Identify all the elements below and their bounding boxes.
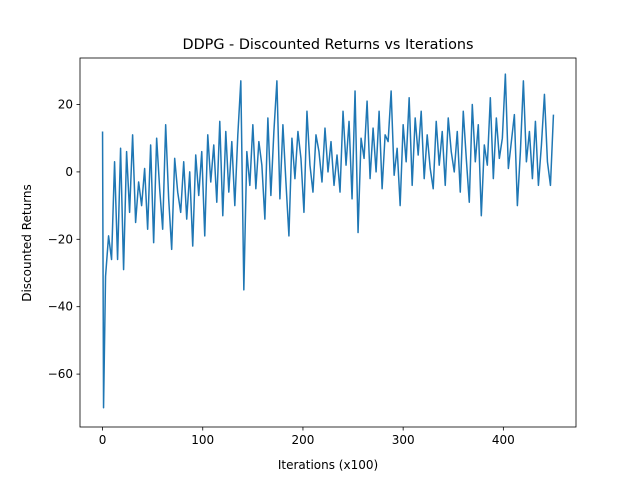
y-tick-label: 20 bbox=[58, 98, 73, 112]
x-tick-label: 400 bbox=[492, 433, 515, 447]
y-tick-label: 0 bbox=[65, 165, 73, 179]
data-line bbox=[101, 73, 555, 409]
x-axis-label: Iterations (x100) bbox=[278, 458, 378, 472]
y-tick-label: −40 bbox=[48, 300, 73, 314]
x-tick-label: 200 bbox=[291, 433, 314, 447]
x-tick-label: 300 bbox=[392, 433, 415, 447]
x-tick-label: 0 bbox=[99, 433, 107, 447]
x-tick-label: 100 bbox=[191, 433, 214, 447]
y-tick-label: −20 bbox=[48, 232, 73, 246]
chart-title: DDPG - Discounted Returns vs Iterations bbox=[182, 37, 473, 53]
y-axis-label: Discounted Returns bbox=[20, 184, 34, 302]
y-tick-label: −60 bbox=[48, 367, 73, 381]
plot-frame bbox=[79, 57, 577, 428]
